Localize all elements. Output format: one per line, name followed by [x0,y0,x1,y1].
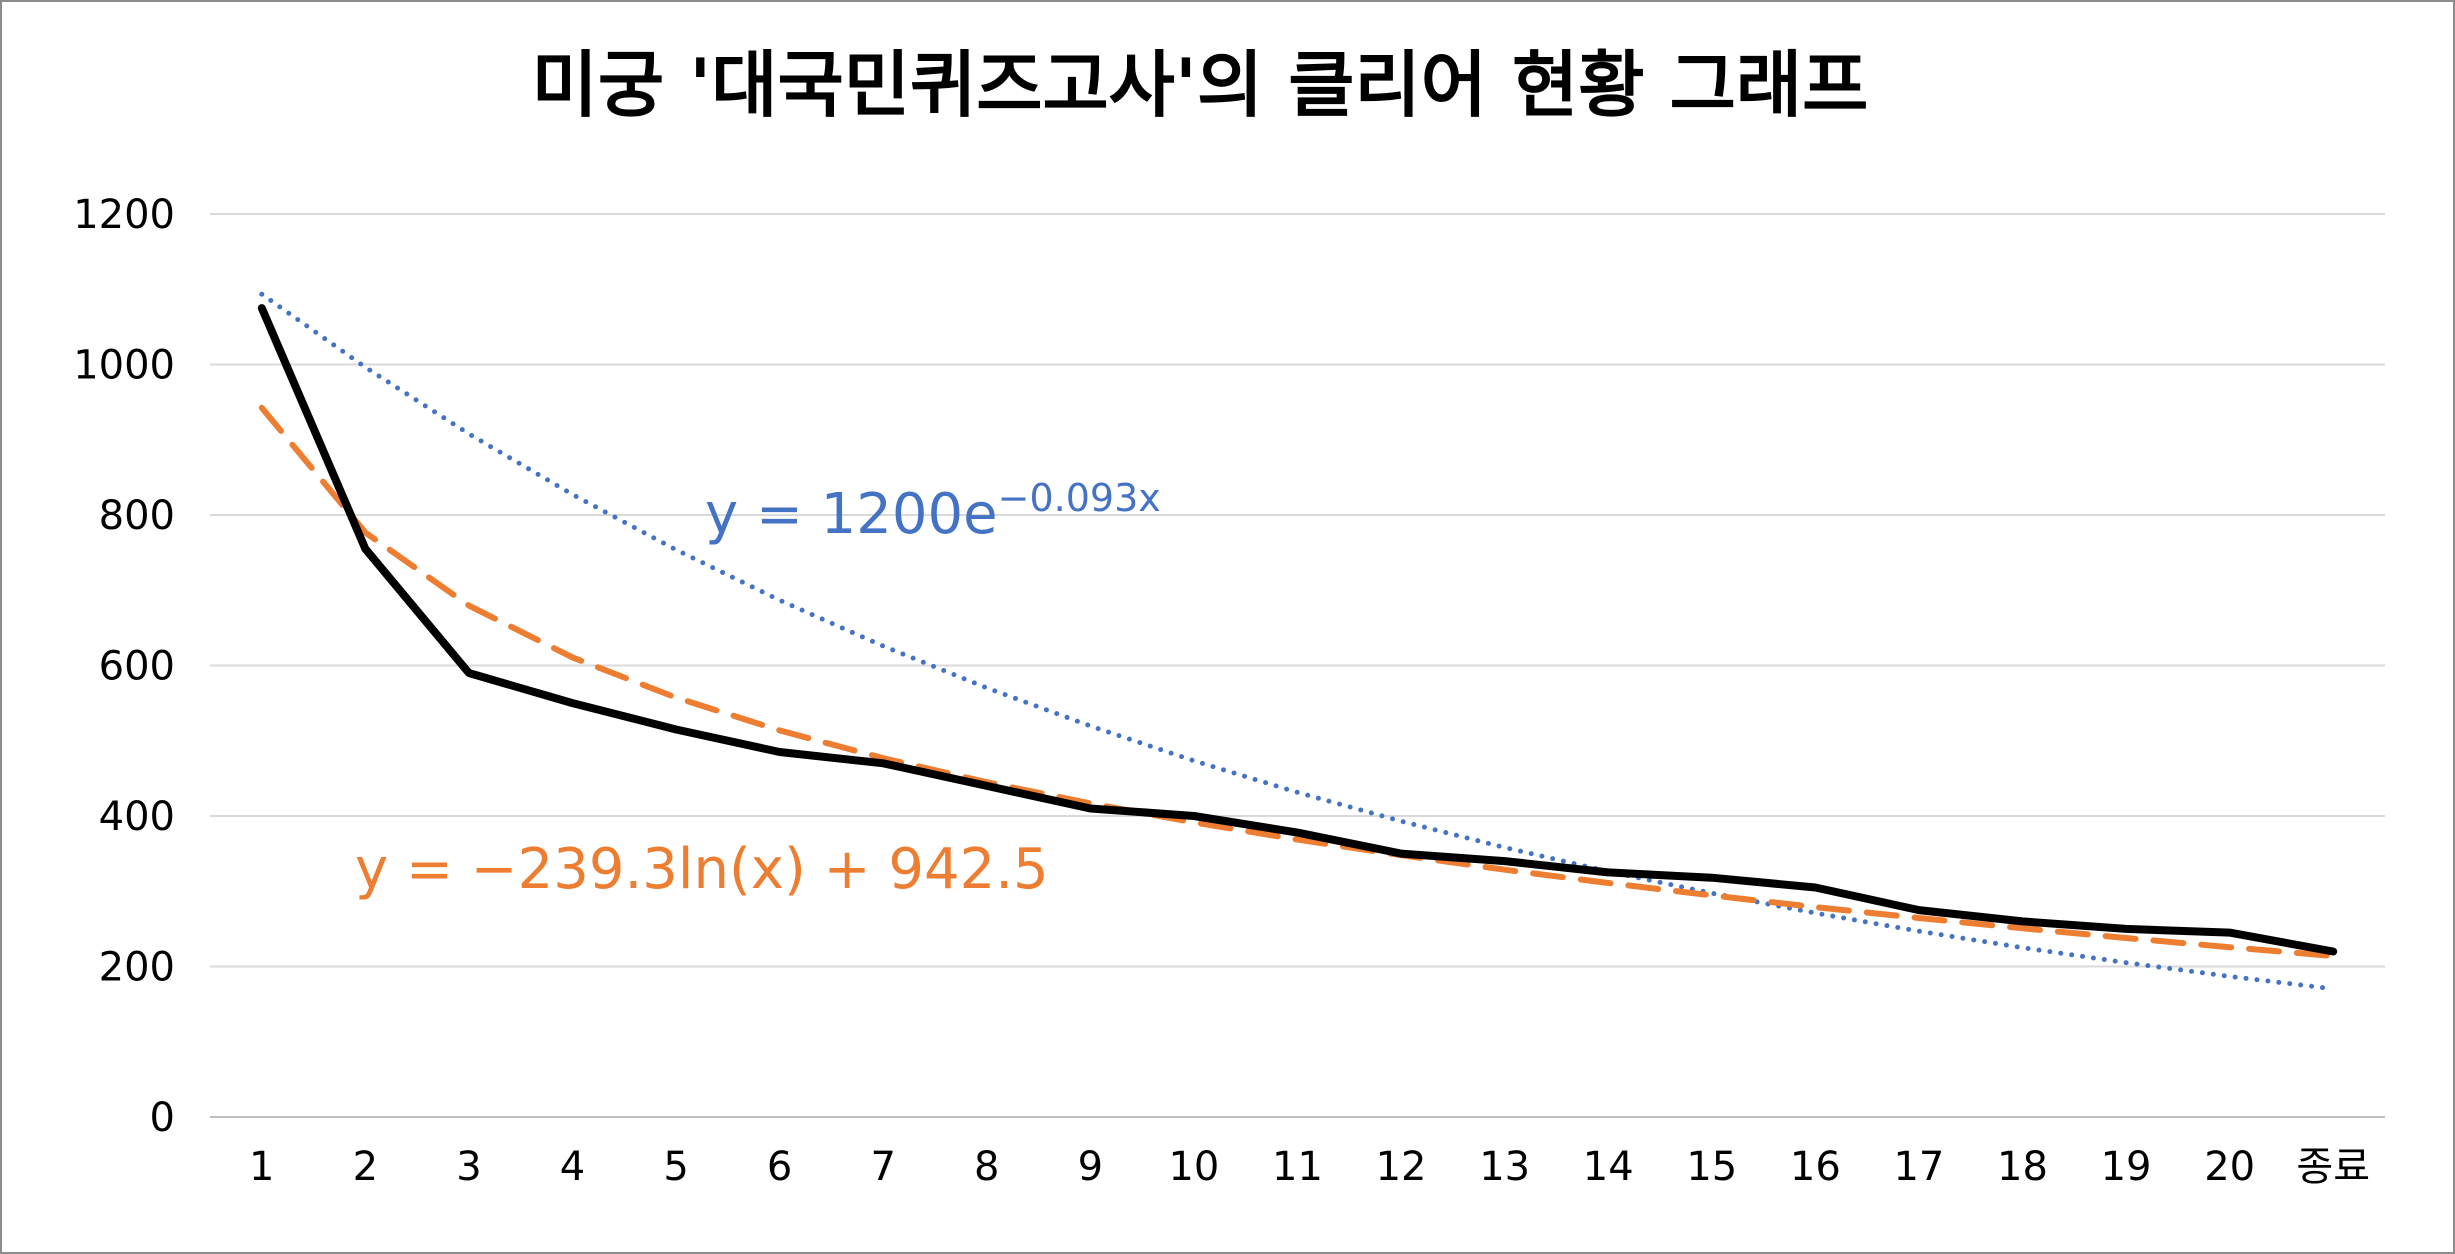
equation-main: y = 1200e [705,482,998,547]
y-tick-label: 600 [99,644,175,690]
series-line-1 [258,404,2337,959]
series-lines [257,291,2338,992]
y-tick-label: 800 [99,493,175,539]
equation-label-0: y = 1200e−0.093x [705,476,1161,547]
x-tick-label: 20 [2204,1144,2255,1190]
x-axis-ticks: 1 2 3 4 5 6 7 8 9 10 11 12 13 14 15 16 17 18 19 20 종료 [249,1144,2370,1190]
x-tick-label: 15 [1686,1144,1737,1190]
equation-main: y = −239.3ln(x) + 942.5 [355,837,1049,902]
x-tick-label: 5 [663,1144,688,1190]
equation-label-1: y = −239.3ln(x) + 942.5 [355,837,1049,902]
x-tick-label: 17 [1893,1144,1944,1190]
x-tick-label: 19 [2101,1144,2152,1190]
x-tick-label: 2 [353,1144,378,1190]
y-tick-label: 400 [99,794,175,840]
x-tick-label: 16 [1790,1144,1841,1190]
y-tick-label: 1000 [73,343,175,389]
x-tick-label: 1 [249,1144,274,1190]
y-tick-label: 0 [150,1095,175,1141]
x-tick-label: 종료 [2296,1144,2370,1190]
y-tick-label: 1200 [73,192,175,238]
series-line-0 [257,304,2338,956]
chart-title: 미궁 '대국민퀴즈고사'의 클리어 현황 그래프 [532,43,1869,127]
y-tick-label: 200 [99,945,175,991]
y-axis-ticks: 0 200 400 600 800 1000 1200 [73,192,175,1141]
x-tick-label: 14 [1583,1144,1634,1190]
x-tick-label: 3 [456,1144,481,1190]
x-tick-label: 13 [1479,1144,1530,1190]
x-tick-label: 4 [560,1144,585,1190]
equation-superscript: −0.093x [998,476,1161,520]
series-line-2 [259,291,2336,992]
x-tick-label: 11 [1272,1144,1323,1190]
x-tick-label: 7 [870,1144,895,1190]
x-tick-label: 18 [1997,1144,2048,1190]
gridlines [210,213,2385,1118]
x-tick-label: 8 [974,1144,999,1190]
x-tick-label: 10 [1168,1144,1219,1190]
trendline-equations: y = 1200e−0.093x y = −239.3ln(x) + 942.5 [355,476,1161,902]
x-tick-label: 12 [1376,1144,1427,1190]
x-tick-label: 9 [1078,1144,1103,1190]
x-tick-label: 6 [767,1144,792,1190]
